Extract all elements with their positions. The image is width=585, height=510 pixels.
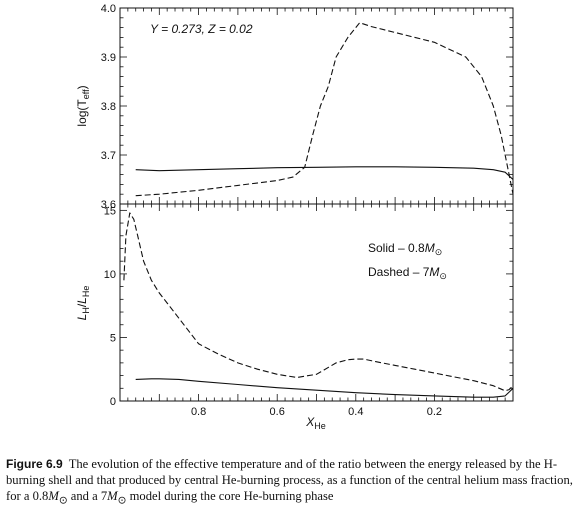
bottom-series: [123, 212, 514, 398]
figure-caption: Figure 6.9 The evolution of the effective…: [6, 456, 584, 510]
legend: Solid – 0.8M⊙ Dashed – 7M⊙: [368, 241, 447, 281]
top-plot-frame: [119, 7, 514, 205]
caption-line3c: model during the core He-burning phase: [126, 489, 334, 503]
bottom-xtick-label: 0.4: [348, 406, 363, 418]
top-ylabel: log(Teff): [75, 85, 91, 126]
bottom-panel: 0 5 10 15 0.8 0.6 0.4 0.2 Solid – 0.8M⊙ Dashed…: [75, 203, 514, 431]
caption-line3a: helium mass fraction, for a 0.8: [6, 473, 573, 503]
caption-line2: by the H-burning shell and that produced…: [6, 457, 558, 487]
caption-line3b: and a 7: [67, 489, 108, 503]
caption-lead: Figure 6.9: [6, 457, 63, 471]
bottom-xtick-label: 0.6: [270, 406, 285, 418]
caption-mass-sub-2: ⊙: [117, 495, 127, 507]
bottom-plot-frame: [119, 203, 514, 402]
bottom-series-solid: [135, 378, 514, 398]
top-panel: 3.6 3.7 3.8 3.9 4.0 Y = 0.273, Z = 0.02 log(…: [75, 3, 514, 211]
top-ytick-labels: 3.6 3.7 3.8 3.9 4.0: [101, 3, 116, 211]
caption-mass-symbol-2: M: [107, 489, 118, 503]
top-annotation: Y = 0.273, Z = 0.02: [150, 22, 253, 36]
caption-mass-sub-1: ⊙: [58, 495, 68, 507]
bottom-xtick-label: 0.2: [427, 406, 442, 418]
top-series: [135, 22, 514, 197]
top-ytick-label: 3.7: [101, 150, 116, 162]
caption-mass-symbol-1: M: [48, 489, 59, 503]
top-ytick-label: 4.0: [101, 3, 116, 15]
top-ytick-label: 3.9: [101, 52, 116, 64]
legend-entry-solid: Solid – 0.8M⊙: [368, 241, 442, 257]
figure: 3.6 3.7 3.8 3.9 4.0 Y = 0.273, Z = 0.02 log(…: [75, 3, 514, 431]
bottom-ytick-label: 15: [104, 205, 116, 217]
bottom-ytick-label: 0: [110, 396, 116, 408]
top-ticks: [119, 7, 514, 205]
top-ytick-label: 3.8: [101, 101, 116, 113]
legend-entry-dashed: Dashed – 7M⊙: [368, 265, 447, 281]
bottom-xtick-label: 0.8: [191, 406, 206, 418]
top-series-dashed: [135, 22, 514, 197]
bottom-xlabel: XHe: [305, 415, 326, 431]
bottom-xtick-labels: 0.8 0.6 0.4 0.2: [191, 406, 442, 418]
bottom-ytick-labels: 0 5 10 15: [104, 205, 116, 408]
bottom-ticks: [119, 204, 514, 402]
caption-line1: The evolution of the effective temperatu…: [68, 457, 507, 471]
bottom-ytick-label: 10: [104, 269, 116, 281]
bottom-ytick-label: 5: [110, 332, 116, 344]
top-series-solid: [135, 166, 514, 180]
bottom-ylabel: LH/LHe: [75, 286, 91, 321]
bottom-series-dashed: [123, 212, 514, 392]
top-ytick-label: 3.6: [101, 199, 116, 211]
